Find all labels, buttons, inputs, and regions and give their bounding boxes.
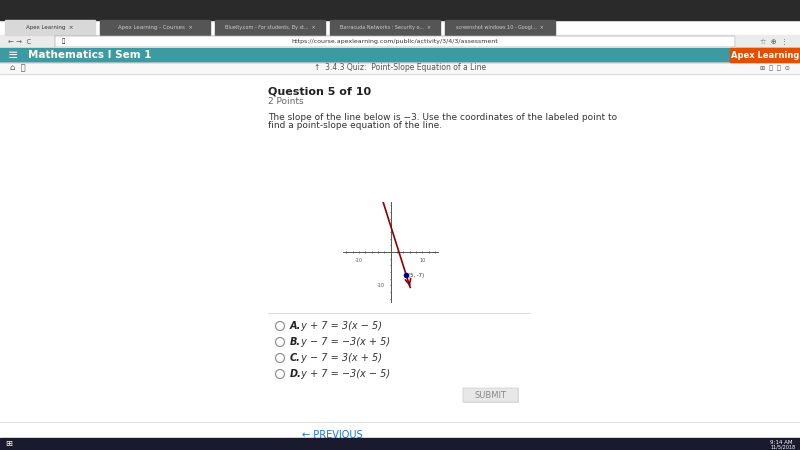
Bar xyxy=(0,62,800,74)
Text: 11/5/2018: 11/5/2018 xyxy=(770,445,795,450)
Bar xyxy=(215,20,325,35)
Text: 9:14 AM: 9:14 AM xyxy=(770,440,793,445)
Text: ↑  3.4.3 Quiz:  Point-Slope Equation of a Line: ↑ 3.4.3 Quiz: Point-Slope Equation of a … xyxy=(314,63,486,72)
Bar xyxy=(330,20,440,35)
Text: Apex Learning  ×: Apex Learning × xyxy=(26,25,74,30)
Text: ⌂  🔖: ⌂ 🔖 xyxy=(10,63,26,72)
Bar xyxy=(463,388,518,402)
Text: (5, -7): (5, -7) xyxy=(408,273,424,278)
Text: https://course.apexlearning.com/public/activity/3/4/3/assessment: https://course.apexlearning.com/public/a… xyxy=(292,39,498,44)
Text: Question 5 of 10: Question 5 of 10 xyxy=(268,87,371,97)
Text: ⊞: ⊞ xyxy=(5,440,12,449)
Text: Apex Learning - Courses  ×: Apex Learning - Courses × xyxy=(118,25,193,30)
Text: ☆  ⊕  ⋮: ☆ ⊕ ⋮ xyxy=(760,38,788,45)
Text: y − 7 = −3(x + 5): y − 7 = −3(x + 5) xyxy=(298,337,390,347)
Text: Barracuda Networks : Security o...  ×: Barracuda Networks : Security o... × xyxy=(339,25,430,30)
Text: y + 7 = 3(x − 5): y + 7 = 3(x − 5) xyxy=(298,321,382,331)
Text: C.: C. xyxy=(290,353,301,363)
Bar xyxy=(445,20,555,35)
Text: 🔒: 🔒 xyxy=(62,39,66,44)
Text: D.: D. xyxy=(290,369,302,379)
Bar xyxy=(0,438,800,450)
Text: Mathematics I Sem 1: Mathematics I Sem 1 xyxy=(28,50,151,60)
Bar xyxy=(730,48,800,62)
Bar xyxy=(0,48,800,62)
Text: The slope of the line below is −3. Use the coordinates of the labeled point to: The slope of the line below is −3. Use t… xyxy=(268,112,617,122)
Text: y + 7 = −3(x − 5): y + 7 = −3(x − 5) xyxy=(298,369,390,379)
Text: 2 Points: 2 Points xyxy=(268,98,304,107)
Bar xyxy=(0,0,800,20)
Bar xyxy=(5,20,95,35)
Text: y − 7 = 3(x + 5): y − 7 = 3(x + 5) xyxy=(298,353,382,363)
Text: Blueity.com - For students. By st...  ×: Blueity.com - For students. By st... × xyxy=(225,25,315,30)
Text: -10: -10 xyxy=(377,283,385,288)
Text: ← PREVIOUS: ← PREVIOUS xyxy=(302,430,362,440)
Text: ← →  C: ← → C xyxy=(8,39,31,45)
FancyBboxPatch shape xyxy=(55,36,735,47)
Text: find a point-slope equation of the line.: find a point-slope equation of the line. xyxy=(268,122,442,130)
Text: 10: 10 xyxy=(419,258,426,263)
Text: ≡: ≡ xyxy=(8,49,18,62)
Text: ⊞  👤  🖨  ⊙: ⊞ 👤 🖨 ⊙ xyxy=(760,65,790,71)
Text: Apex Learning: Apex Learning xyxy=(731,50,799,59)
FancyBboxPatch shape xyxy=(463,388,518,402)
Bar xyxy=(100,20,210,35)
Text: SUBMIT: SUBMIT xyxy=(474,391,506,400)
Text: B.: B. xyxy=(290,337,301,347)
Text: screenshot windows 10 - Googl...  ×: screenshot windows 10 - Googl... × xyxy=(456,25,544,30)
Text: -10: -10 xyxy=(355,258,363,263)
Bar xyxy=(0,35,800,48)
Bar xyxy=(55,36,735,47)
Text: A.: A. xyxy=(290,321,302,331)
